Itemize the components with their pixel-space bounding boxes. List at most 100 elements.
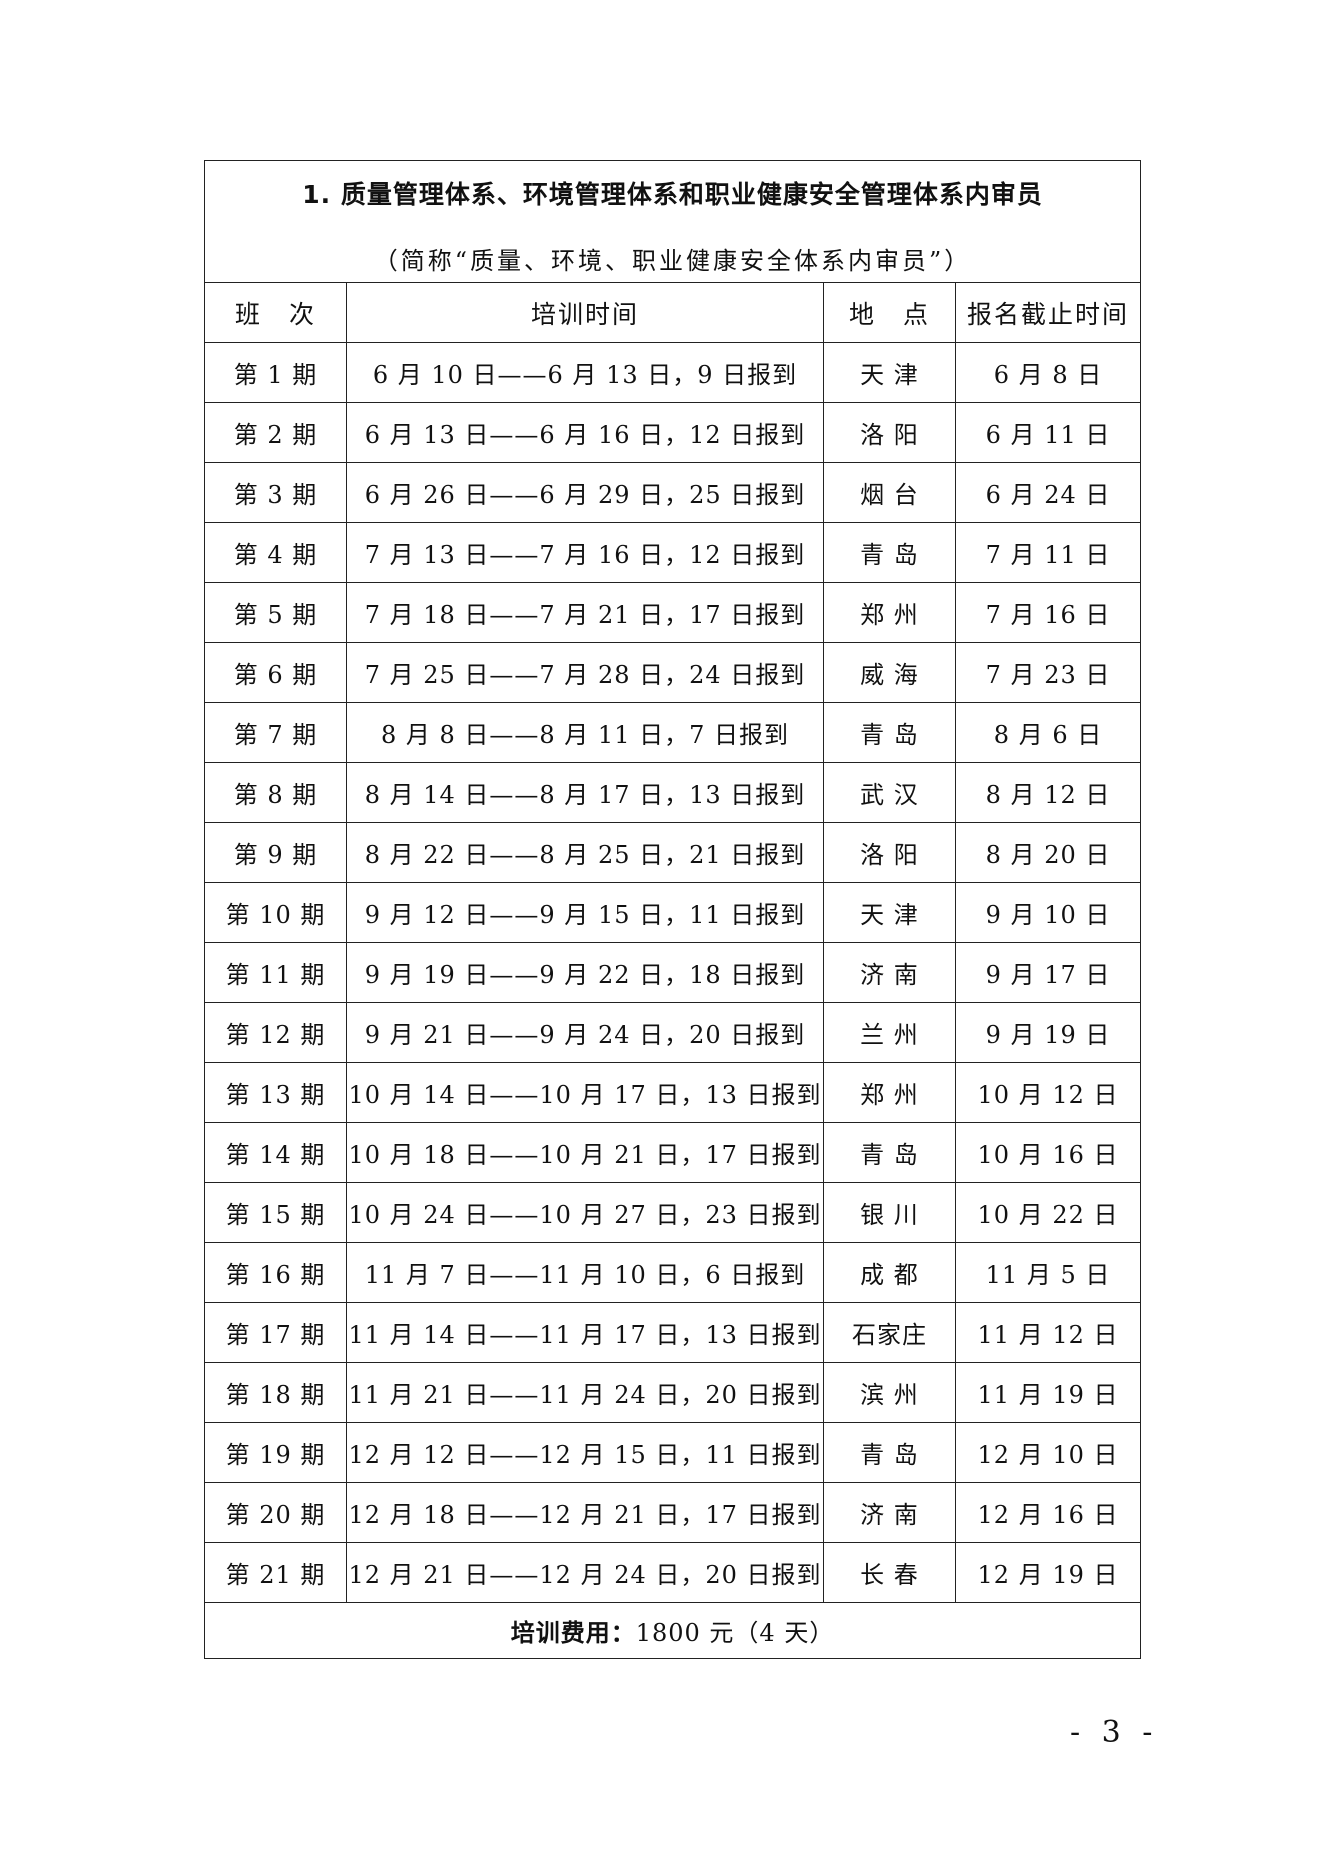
session-cell: 第 10 期 (204, 882, 347, 943)
column-header: 班 次 (204, 282, 347, 343)
training-dates-cell: 7 月 13 日——7 月 16 日，12 日报到 (346, 522, 824, 583)
training-dates-cell: 6 月 26 日——6 月 29 日，25 日报到 (346, 462, 824, 523)
training-dates-cell: 6 月 13 日——6 月 16 日，12 日报到 (346, 402, 824, 463)
training-dates-cell: 6 月 10 日——6 月 13 日，9 日报到 (346, 342, 824, 403)
location-cell: 青 岛 (823, 1422, 956, 1483)
training-dates-cell: 11 月 7 日——11 月 10 日，6 日报到 (346, 1242, 824, 1303)
location-cell: 济 南 (823, 1482, 956, 1543)
location-cell: 青 岛 (823, 522, 956, 583)
session-cell: 第 16 期 (204, 1242, 347, 1303)
location-cell: 青 岛 (823, 1122, 956, 1183)
deadline-cell: 11 月 5 日 (954, 1242, 1142, 1303)
location-cell: 滨 州 (823, 1362, 956, 1423)
table-title: 1. 质量管理体系、环境管理体系和职业健康安全管理体系内审员 (302, 180, 1043, 209)
session-cell: 第 1 期 (204, 342, 347, 403)
session-cell: 第 13 期 (204, 1062, 347, 1123)
location-cell: 郑 州 (823, 582, 956, 643)
training-dates-cell: 12 月 12 日——12 月 15 日，11 日报到 (346, 1422, 824, 1483)
table-row: 第 15 期 10 月 24 日——10 月 27 日，23 日报到银 川 10 月… (204, 1182, 1142, 1243)
location-cell: 长 春 (823, 1542, 956, 1603)
deadline-cell: 8 月 20 日 (954, 822, 1142, 883)
location-cell: 天 津 (823, 882, 956, 943)
deadline-cell: 7 月 11 日 (954, 522, 1142, 583)
deadline-cell: 7 月 23 日 (954, 642, 1142, 703)
session-cell: 第 8 期 (204, 762, 347, 823)
fee-value: 1800 元（4 天） (635, 1619, 835, 1647)
session-cell: 第 14 期 (204, 1122, 347, 1183)
table-row: 第 17 期 11 月 14 日——11 月 17 日，13 日报到 石家庄 11 月… (204, 1302, 1142, 1363)
session-cell: 第 6 期 (204, 642, 347, 703)
header-row: 班 次 培训时间 地 点 报名截止时间 (204, 282, 1142, 343)
fee-row: 培训费用：1800 元（4 天） (203, 1602, 1142, 1659)
deadline-cell: 12 月 19 日 (954, 1542, 1142, 1603)
page-number: - 3 - (1070, 1715, 1159, 1750)
location-cell: 威 海 (823, 642, 956, 703)
session-cell: 第 17 期 (204, 1302, 347, 1363)
session-cell: 第 2 期 (204, 402, 347, 463)
table-row: 第 21 期 12 月 21 日——12 月 24 日，20 日报到长 春 12 月… (204, 1542, 1142, 1603)
training-dates-cell: 11 月 14 日——11 月 17 日，13 日报到 (346, 1302, 824, 1363)
session-cell: 第 21 期 (204, 1542, 347, 1603)
column-header: 报名截止时间 (954, 282, 1142, 343)
training-dates-cell: 11 月 21 日——11 月 24 日，20 日报到 (346, 1362, 824, 1423)
deadline-cell: 9 月 10 日 (954, 882, 1142, 943)
training-schedule-table: 1. 质量管理体系、环境管理体系和职业健康安全管理体系内审员 （简称“质量、环境… (203, 160, 1142, 1659)
training-dates-cell: 8 月 22 日——8 月 25 日，21 日报到 (346, 822, 824, 883)
deadline-cell: 6 月 11 日 (954, 402, 1142, 463)
training-dates-cell: 10 月 18 日——10 月 21 日，17 日报到 (346, 1122, 824, 1183)
training-dates-cell: 12 月 18 日——12 月 21 日，17 日报到 (346, 1482, 824, 1543)
fee-label: 培训费用： (510, 1619, 636, 1647)
training-dates-cell: 10 月 24 日——10 月 27 日，23 日报到 (346, 1182, 824, 1243)
location-cell: 郑 州 (823, 1062, 956, 1123)
location-cell: 银 川 (823, 1182, 956, 1243)
location-cell: 成 都 (823, 1242, 956, 1303)
location-cell: 石家庄 (823, 1302, 956, 1363)
location-cell: 天 津 (823, 342, 956, 403)
training-dates-cell: 7 月 25 日——7 月 28 日，24 日报到 (346, 642, 824, 703)
location-cell: 武 汉 (823, 762, 956, 823)
deadline-cell: 9 月 19 日 (954, 1002, 1142, 1063)
session-cell: 第 18 期 (204, 1362, 347, 1423)
location-cell: 洛 阳 (823, 822, 956, 883)
table-row: 第 20 期 12 月 18 日——12 月 21 日，17 日报到济 南 12 月… (204, 1482, 1142, 1543)
column-header: 地 点 (823, 282, 956, 343)
table-row: 第 13 期 10 月 14 日——10 月 17 日，13 日报到郑 州 10 月… (204, 1062, 1142, 1123)
training-dates-cell: 8 月 14 日——8 月 17 日，13 日报到 (346, 762, 824, 823)
location-cell: 济 南 (823, 942, 956, 1003)
deadline-cell: 10 月 12 日 (954, 1062, 1142, 1123)
table-subtitle: （简称“质量、环境、职业健康安全体系内审员”） (373, 247, 972, 275)
session-cell: 第 5 期 (204, 582, 347, 643)
training-dates-cell: 9 月 12 日——9 月 15 日，11 日报到 (346, 882, 824, 943)
deadline-cell: 6 月 8 日 (954, 342, 1142, 403)
session-cell: 第 9 期 (204, 822, 347, 883)
session-cell: 第 3 期 (204, 462, 347, 523)
deadline-cell: 11 月 19 日 (954, 1362, 1142, 1423)
training-dates-cell: 10 月 14 日——10 月 17 日，13 日报到 (346, 1062, 824, 1123)
deadline-cell: 11 月 12 日 (954, 1302, 1142, 1363)
location-cell: 洛 阳 (823, 402, 956, 463)
session-cell: 第 11 期 (204, 942, 347, 1003)
fee-cell: 培训费用：1800 元（4 天） (203, 1602, 1142, 1659)
deadline-cell: 7 月 16 日 (954, 582, 1142, 643)
deadline-cell: 10 月 22 日 (954, 1182, 1142, 1243)
location-cell: 烟 台 (823, 462, 956, 523)
training-dates-cell: 7 月 18 日——7 月 21 日，17 日报到 (346, 582, 824, 643)
deadline-cell: 12 月 16 日 (954, 1482, 1142, 1543)
session-cell: 第 7 期 (204, 702, 347, 763)
deadline-cell: 6 月 24 日 (954, 462, 1142, 523)
deadline-cell: 9 月 17 日 (954, 942, 1142, 1003)
session-cell: 第 4 期 (204, 522, 347, 583)
table-title-cell: 1. 质量管理体系、环境管理体系和职业健康安全管理体系内审员 （简称“质量、环境… (203, 160, 1142, 283)
